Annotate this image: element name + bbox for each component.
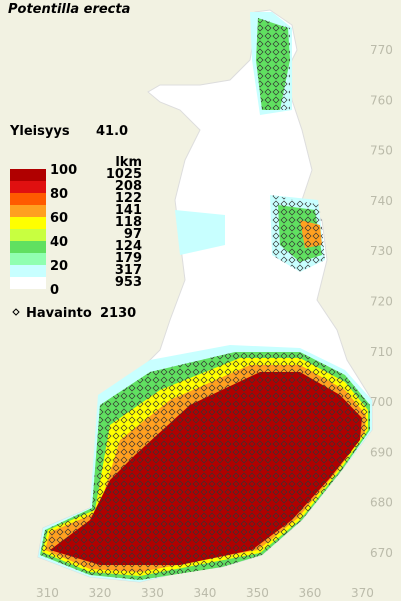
count-header: lkm [115, 155, 142, 170]
map-title: Potentilla erecta [8, 2, 130, 17]
y-grid-label: 720 [370, 295, 393, 309]
scale-label: 60 [50, 211, 68, 226]
x-grid-label: 370 [351, 586, 374, 600]
scale-label: 0 [50, 283, 59, 298]
count-value: 141 [115, 203, 142, 218]
legend-swatch [10, 229, 46, 241]
y-grid-label: 680 [370, 496, 393, 510]
x-grid-label: 310 [36, 586, 59, 600]
y-grid-label: 740 [370, 194, 393, 208]
legend-swatch [10, 169, 46, 181]
x-grid-label: 350 [246, 586, 269, 600]
observations-value: 2130 [100, 306, 136, 321]
y-grid-label: 730 [370, 244, 393, 258]
count-value: 124 [115, 239, 142, 254]
count-value: 953 [115, 275, 142, 290]
count-value: 179 [115, 251, 142, 266]
count-value: 317 [115, 263, 142, 278]
legend-swatch [10, 265, 46, 277]
x-grid-label: 340 [194, 586, 217, 600]
count-value: 208 [115, 179, 142, 194]
observation-marker [12, 308, 20, 316]
x-grid-label: 320 [89, 586, 112, 600]
legend-swatch [10, 205, 46, 217]
y-grid-label: 690 [370, 445, 393, 459]
y-grid-label: 760 [370, 93, 393, 107]
y-grid-label: 710 [370, 345, 393, 359]
scale-label: 40 [50, 235, 68, 250]
scale-label: 20 [50, 259, 68, 274]
y-grid-label: 670 [370, 546, 393, 560]
legend-swatch [10, 241, 46, 253]
y-grid-label: 770 [370, 43, 393, 57]
count-value: 97 [124, 227, 142, 242]
x-grid-label: 330 [141, 586, 164, 600]
y-grid-label: 750 [370, 144, 393, 158]
legend-swatch [10, 193, 46, 205]
x-grid-label: 360 [299, 586, 322, 600]
count-value: 1025 [106, 167, 142, 182]
axes: 770 760 750 740 730 720 710 700 690 680 670 310 320 3… [36, 43, 393, 600]
frequency-label: Yleisyys [9, 124, 70, 139]
count-value: 118 [115, 215, 142, 230]
y-grid-label: 700 [370, 395, 393, 409]
legend-swatch [10, 277, 46, 289]
scale-label: 100 [50, 163, 77, 178]
scale-label: 80 [50, 187, 68, 202]
legend-swatch [10, 181, 46, 193]
legend-swatch [10, 217, 46, 229]
count-value: 122 [115, 191, 142, 206]
frequency-zones [38, 12, 372, 582]
observations-label: Havainto [26, 306, 92, 321]
legend: 100 80 60 40 20 0 1025208122141118971241793179… [10, 163, 142, 298]
frequency-value: 41.0 [96, 124, 128, 139]
legend-swatch [10, 253, 46, 265]
